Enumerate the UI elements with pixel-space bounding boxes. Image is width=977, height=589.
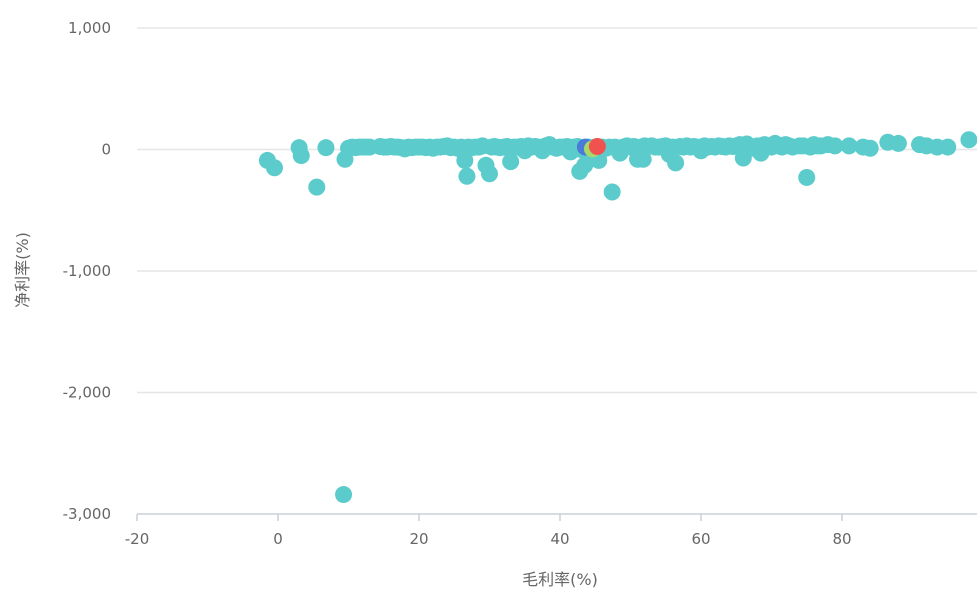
x-tick-label: 40 [550, 530, 569, 548]
data-point[interactable] [317, 139, 335, 157]
y-tick-label: 0 [101, 141, 111, 159]
data-point[interactable] [456, 151, 474, 169]
data-point[interactable] [502, 153, 520, 171]
x-axis-ticks: -20 0 20 40 60 80 [125, 514, 852, 548]
data-point[interactable] [960, 131, 977, 149]
data-point[interactable] [840, 137, 858, 155]
y-tick-label: -3,000 [63, 505, 111, 523]
data-point[interactable] [481, 165, 498, 183]
x-tick-label: 80 [832, 530, 851, 548]
data-point[interactable] [798, 168, 816, 186]
x-tick-label: 0 [273, 530, 283, 548]
data-point[interactable] [265, 159, 283, 177]
data-point[interactable] [292, 147, 310, 165]
y-tick-label: -1,000 [63, 262, 111, 280]
x-tick-label: -20 [125, 530, 150, 548]
y-tick-label: -2,000 [63, 384, 111, 402]
grid-lines [137, 27, 977, 394]
x-tick-label: 60 [691, 530, 710, 548]
data-point[interactable] [634, 150, 652, 168]
x-tick-label: 20 [409, 530, 428, 548]
data-point[interactable] [667, 154, 685, 172]
data-point[interactable] [458, 167, 476, 185]
data-point[interactable] [826, 137, 844, 155]
y-axis-title: 净利率(%) [13, 232, 32, 308]
data-point[interactable] [861, 139, 879, 157]
y-tick-label: 1,000 [68, 19, 111, 37]
y-axis-ticks: 1,000 0 -1,000 -2,000 -3,000 [63, 19, 111, 523]
data-point[interactable] [588, 137, 606, 155]
data-points [258, 131, 977, 504]
data-point[interactable] [335, 486, 353, 504]
data-point[interactable] [603, 183, 621, 201]
data-point[interactable] [939, 138, 957, 156]
data-point[interactable] [308, 178, 326, 196]
data-point[interactable] [889, 134, 907, 152]
x-axis-title: 毛利率(%) [522, 570, 598, 589]
